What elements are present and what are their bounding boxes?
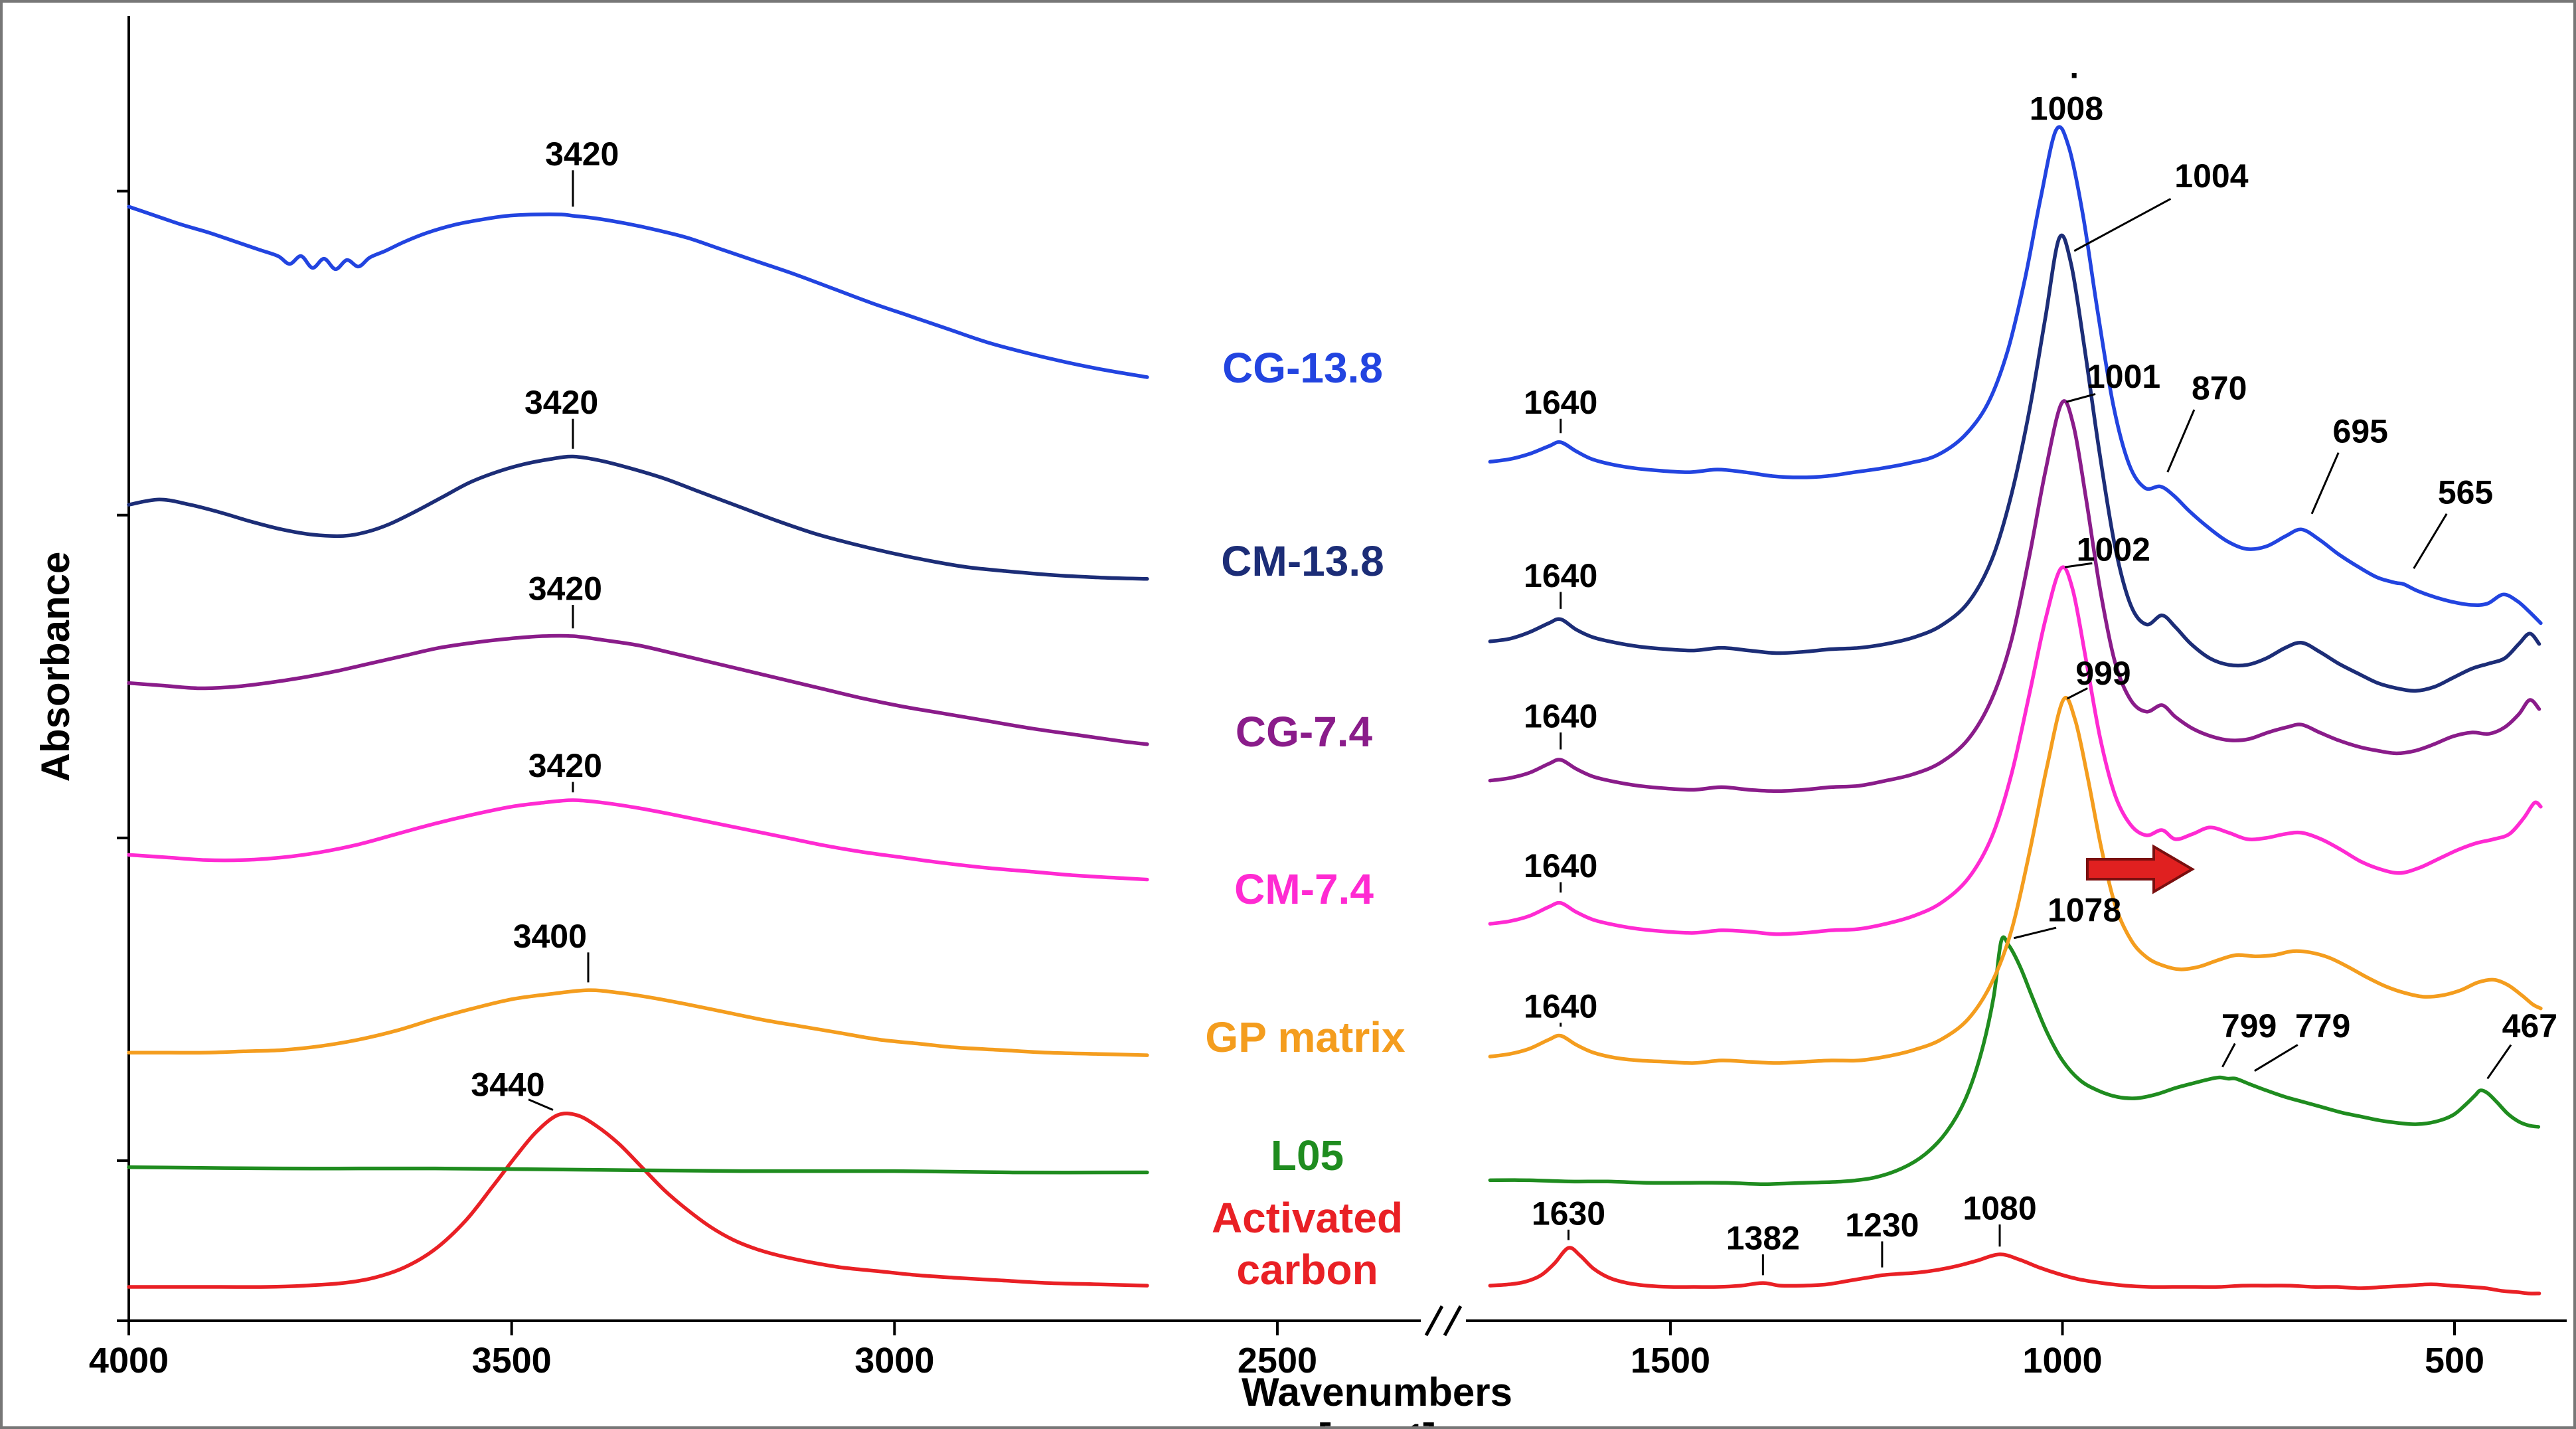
peak-leader-line <box>2254 1044 2298 1072</box>
peak-label-999: 999 <box>2075 655 2131 692</box>
x-tick-label-500: 500 <box>2425 1341 2484 1381</box>
peak-leader-line <box>2413 513 2448 569</box>
series-line-CM-7.4 <box>1488 565 2543 936</box>
legend-label-CG-7.4: CG-7.4 <box>1236 708 1373 756</box>
series-line-Activated carbon <box>1488 1246 2541 1296</box>
peak-label-3420: 3420 <box>545 135 619 173</box>
peak-label-1640: 1640 <box>1524 384 1597 421</box>
peak-label-3440: 3440 <box>471 1066 544 1103</box>
axis-break-mark <box>1443 1305 1463 1337</box>
peak-label-3420: 3420 <box>528 570 602 608</box>
peak-label-1008: 1008 <box>2030 90 2103 127</box>
peak-label-3420: 3420 <box>524 384 598 421</box>
series-line-GP matrix <box>127 988 1149 1057</box>
series-line-GP matrix <box>1488 696 2543 1065</box>
legend-label-carbon: carbon <box>1236 1246 1378 1294</box>
peak-label-799: 799 <box>2221 1007 2277 1045</box>
peak-leader-line <box>2066 393 2096 403</box>
peak-label-779: 779 <box>2295 1007 2350 1045</box>
peak-label-1640: 1640 <box>1524 988 1597 1025</box>
series-line-CM-7.4 <box>127 798 1149 882</box>
legend-label-Activated: Activated <box>1212 1194 1403 1242</box>
x-tick-label-3500: 3500 <box>472 1341 552 1381</box>
peak-label-695: 695 <box>2333 412 2388 450</box>
red-shift-arrow-icon <box>2086 844 2195 894</box>
x-axis-label: Wavenumbers [cm⁻¹] <box>1242 1370 1512 1426</box>
peak-leader-line <box>2013 926 2057 940</box>
series-line-CG-13.8 <box>1488 125 2543 626</box>
series-line-CG-13.8 <box>127 205 1149 379</box>
peak-leader-line <box>2066 687 2088 700</box>
legend-label-CM-13.8: CM-13.8 <box>1221 537 1384 585</box>
x-tick-label-2500: 2500 <box>1238 1341 1317 1381</box>
peak-leader-line <box>2221 1043 2236 1068</box>
peak-leader-line <box>528 1098 554 1111</box>
peak-label-870: 870 <box>2192 370 2247 407</box>
legend-label-CG-13.8: CG-13.8 <box>1222 344 1383 392</box>
peak-label-1002: 1002 <box>2077 531 2150 568</box>
peak-label-1078: 1078 <box>2048 892 2121 929</box>
series-line-CG-7.4 <box>127 633 1149 746</box>
peak-leader-line <box>2310 452 2340 515</box>
peak-label-1640: 1640 <box>1524 698 1597 735</box>
series-line-L05 <box>1488 935 2541 1186</box>
peak-leader-line <box>2073 198 2172 252</box>
peak-label-3400: 3400 <box>513 918 587 955</box>
peak-label-1080: 1080 <box>1963 1189 2036 1226</box>
series-line-CM-13.8 <box>1488 233 2541 693</box>
series-line-CM-13.8 <box>127 454 1149 581</box>
series-line-Activated carbon <box>127 1111 1149 1289</box>
peak-label-3420: 3420 <box>528 747 602 784</box>
peak-label-1230: 1230 <box>1845 1207 1919 1244</box>
peak-label-1004: 1004 <box>2174 157 2248 195</box>
ftir-chart-canvas: 4000 3500 3000 2500 1500 1000 500 3420 3420 3420 3… <box>89 16 2567 1381</box>
x-tick-label-4000: 4000 <box>89 1341 169 1381</box>
series-line-L05 <box>127 1165 1149 1175</box>
peak-label-.: . <box>2069 48 2079 86</box>
y-axis-label: Absorbance <box>33 551 78 782</box>
peak-label-1640: 1640 <box>1524 847 1597 884</box>
peak-label-565: 565 <box>2438 473 2493 511</box>
series-line-CG-7.4 <box>1488 399 2541 794</box>
x-tick-label-3000: 3000 <box>854 1341 934 1381</box>
peak-label-1001: 1001 <box>2087 358 2160 395</box>
legend-label-L05: L05 <box>1271 1132 1344 1179</box>
peak-leader-line <box>2064 562 2093 568</box>
axis-break-mark <box>1424 1305 1444 1337</box>
x-tick-label-1000: 1000 <box>2022 1341 2102 1381</box>
peak-leader-line <box>2166 409 2196 473</box>
x-tick-label-1500: 1500 <box>1631 1341 1710 1381</box>
peak-label-1382: 1382 <box>1726 1220 1800 1257</box>
peak-label-1640: 1640 <box>1524 557 1597 594</box>
peak-label-467: 467 <box>2502 1007 2557 1045</box>
peak-leader-line <box>2486 1044 2512 1080</box>
peak-label-1630: 1630 <box>1532 1195 1605 1232</box>
legend-label-GP matrix: GP matrix <box>1205 1013 1406 1061</box>
legend-label-CM-7.4: CM-7.4 <box>1234 865 1374 913</box>
